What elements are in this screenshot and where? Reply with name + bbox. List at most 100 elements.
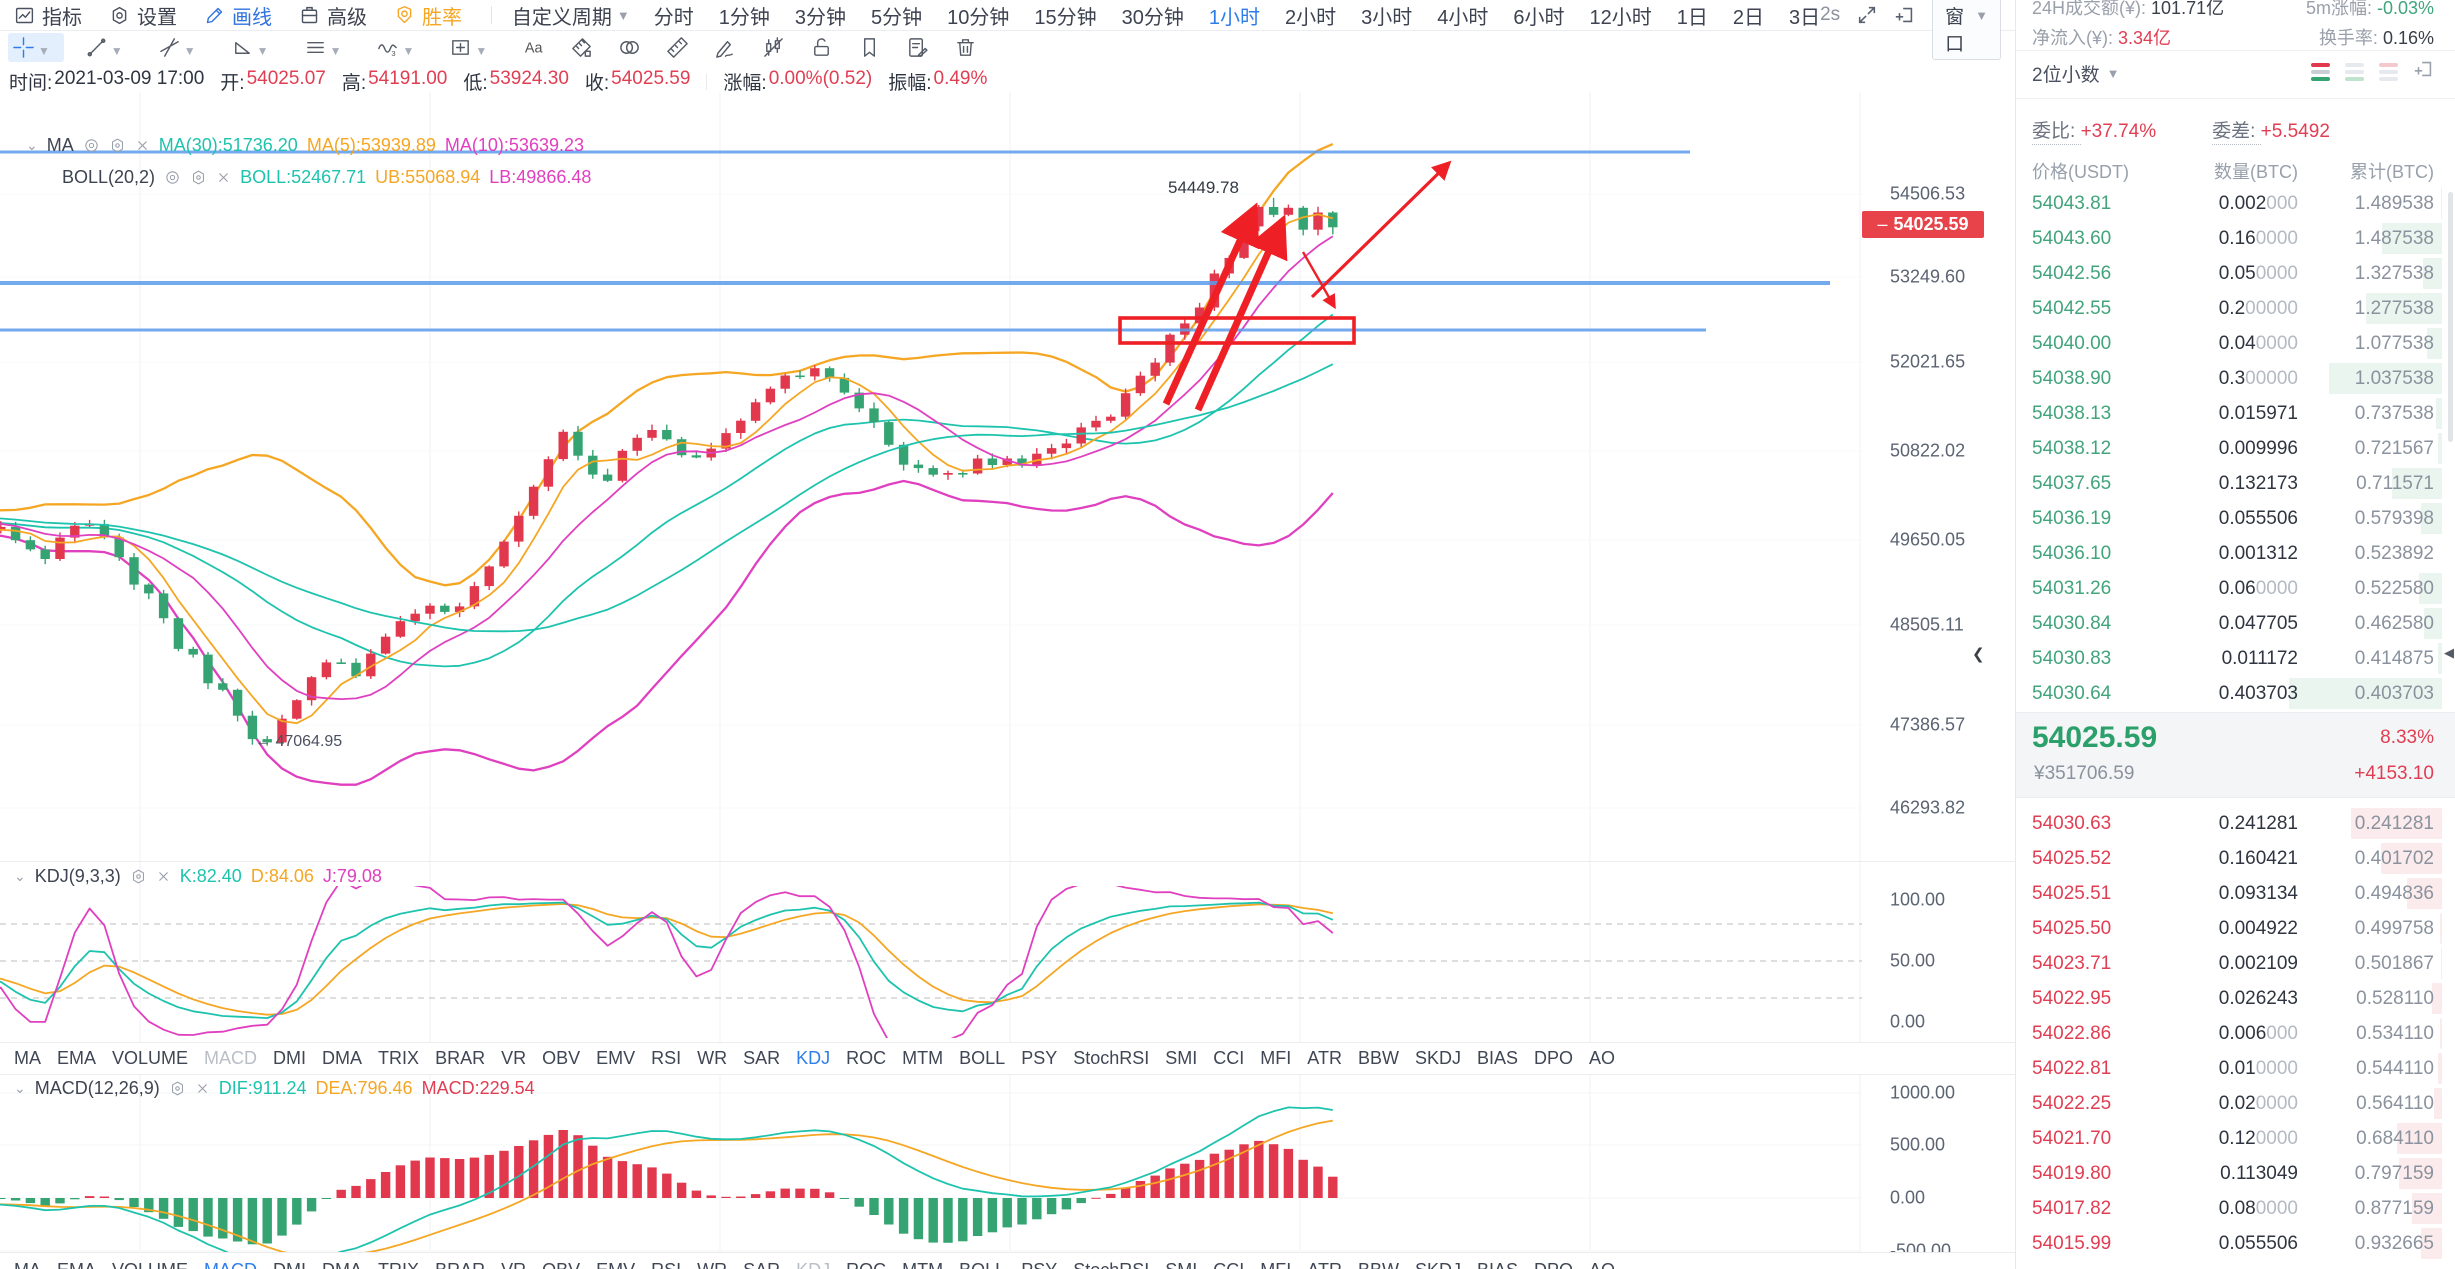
tab-SMI[interactable]: SMI (1165, 1048, 1198, 1068)
timeframe-4小时[interactable]: 4小时 (1437, 6, 1489, 29)
tab-CCI[interactable]: CCI (1213, 1260, 1244, 1269)
timeframe-5分钟[interactable]: 5分钟 (870, 6, 923, 29)
tab-RSI[interactable]: RSI (651, 1260, 681, 1269)
timeframe-30分钟[interactable]: 30分钟 (1121, 6, 1184, 29)
tab-EMA[interactable]: EMA (57, 1048, 97, 1068)
settings-icon[interactable] (190, 169, 207, 186)
timeframe-3分钟[interactable]: 3分钟 (794, 6, 846, 29)
tab-MA[interactable]: MA (14, 1260, 41, 1269)
draw-tool-lock[interactable] (806, 33, 837, 62)
tab-CCI[interactable]: CCI (1213, 1048, 1245, 1068)
tab-OBV[interactable]: OBV (542, 1048, 581, 1068)
ask-row[interactable]: 54043.81 0.002000 1.489538 (2032, 186, 2442, 221)
timeframe-10分钟[interactable]: 10分钟 (947, 6, 1010, 29)
bid-row[interactable]: 54025.51 0.093134 0.494836 (2032, 876, 2442, 911)
ask-row[interactable]: 54036.10 0.001312 0.523892 (2032, 536, 2434, 571)
bid-row[interactable]: 54019.80 0.113049 0.797159 (2032, 1156, 2442, 1191)
chevron-down-icon[interactable]: ▼ (402, 43, 415, 58)
close-icon[interactable] (135, 138, 150, 153)
tab-BOLL[interactable]: BOLL (959, 1048, 1006, 1068)
tab-AO[interactable]: AO (1589, 1048, 1616, 1068)
draw-tool-candle-pattern[interactable] (758, 33, 789, 62)
ask-row[interactable]: 54030.64 0.403703 0.403703 (2032, 676, 2442, 711)
draw-tool-text[interactable]: Aa (518, 33, 549, 62)
tab-EMV[interactable]: EMV (596, 1260, 635, 1269)
tab-WR[interactable]: WR (697, 1048, 728, 1068)
ask-row[interactable]: 54036.19 0.055506 0.579398 (2032, 501, 2442, 536)
tab-MACD[interactable]: MACD (204, 1048, 258, 1068)
tab-SKDJ[interactable]: SKDJ (1415, 1260, 1461, 1269)
tab-SKDJ[interactable]: SKDJ (1414, 1048, 1461, 1068)
toolbar-button-indicators[interactable]: 指标 (14, 1, 82, 30)
depth-mode-sell-icon[interactable] (2379, 62, 2398, 81)
tab-ATR[interactable]: ATR (1307, 1260, 1342, 1269)
tab-VR[interactable]: VR (501, 1260, 526, 1269)
collapse-arrow-icon[interactable]: ◀ (2444, 645, 2454, 660)
tab-MFI[interactable]: MFI (1260, 1260, 1291, 1269)
ask-row[interactable]: 54038.90 0.300000 1.037538 (2032, 361, 2442, 396)
draw-tool-wave[interactable]: 3 ▼ (372, 33, 428, 62)
custom-period-dropdown[interactable]: 自定义周期 ▼ (512, 1, 630, 30)
bid-row[interactable]: 54021.70 0.120000 0.684110 (2032, 1121, 2442, 1156)
tab-SMI[interactable]: SMI (1165, 1260, 1197, 1269)
tab-BBW[interactable]: BBW (1358, 1260, 1399, 1269)
tab-KDJ[interactable]: KDJ (796, 1260, 830, 1269)
bid-row[interactable]: 54022.95 0.026243 0.528110 (2032, 981, 2442, 1016)
timeframe-1分钟[interactable]: 1分钟 (718, 6, 770, 29)
toolbar-button-settings[interactable]: 设置 (109, 1, 177, 30)
tab-VR[interactable]: VR (501, 1048, 527, 1068)
ask-row[interactable]: 54037.65 0.132173 0.711571 (2032, 466, 2442, 501)
chevron-down-icon[interactable]: ⌄ (14, 1080, 26, 1096)
close-icon[interactable] (216, 170, 231, 185)
timeframe-1小时[interactable]: 1小时 (1208, 6, 1260, 29)
tab-MTM[interactable]: MTM (902, 1048, 944, 1068)
scrollbar[interactable] (2448, 192, 2453, 442)
draw-tool-ruler-eraser[interactable] (566, 33, 597, 62)
tab-OBV[interactable]: OBV (542, 1260, 580, 1269)
chevron-down-icon[interactable]: ▼ (256, 43, 269, 58)
tab-MTM[interactable]: MTM (902, 1260, 943, 1269)
tab-ROC[interactable]: ROC (846, 1260, 886, 1269)
tab-VOLUME[interactable]: VOLUME (112, 1260, 188, 1269)
tab-RSI[interactable]: RSI (651, 1048, 682, 1068)
draw-tool-triangle[interactable]: ▼ (227, 33, 283, 62)
toolbar-button-draw[interactable]: 画线 (204, 1, 272, 30)
tab-BRAR[interactable]: BRAR (435, 1260, 485, 1269)
toolbar-button-winrate[interactable]: 胜率 (394, 1, 462, 30)
tab-BIAS[interactable]: BIAS (1477, 1260, 1518, 1269)
close-icon[interactable] (156, 869, 171, 884)
bid-row[interactable]: 54022.86 0.006000 0.534110 (2032, 1016, 2442, 1051)
ask-row[interactable]: 54043.60 0.160000 1.487538 (2032, 221, 2442, 256)
eye-icon[interactable] (164, 169, 181, 186)
tab-VOLUME[interactable]: VOLUME (112, 1048, 189, 1068)
ask-row[interactable]: 54031.26 0.060000 0.522580 (2032, 571, 2442, 606)
timeframe-3小时[interactable]: 3小时 (1361, 6, 1413, 29)
bid-row[interactable]: 54030.63 0.241281 0.241281 (2032, 806, 2442, 841)
ask-row[interactable]: 54042.56 0.050000 1.327538 (2032, 256, 2442, 291)
fullscreen-icon[interactable] (1856, 4, 1878, 26)
settings-icon[interactable] (130, 868, 147, 885)
ask-row[interactable]: 54038.12 0.009996 0.721567 (2032, 431, 2442, 466)
chevron-down-icon[interactable]: ⌄ (14, 868, 26, 884)
add-panel-icon[interactable] (2413, 58, 2435, 85)
draw-tool-crosshair[interactable]: ▼ (8, 33, 64, 62)
timeframe-12小时[interactable]: 12小时 (1589, 6, 1652, 29)
collapse-panel-icon[interactable]: ❮ (1972, 646, 1985, 663)
tab-KDJ[interactable]: KDJ (796, 1048, 831, 1068)
bid-row[interactable]: 54025.50 0.004922 0.499758 (2032, 911, 2442, 946)
timeframe-2日[interactable]: 2日 (1732, 6, 1764, 29)
chevron-down-icon[interactable]: ▼ (329, 43, 342, 58)
ask-row[interactable]: 54042.55 0.200000 1.277538 (2032, 291, 2442, 326)
tab-DPO[interactable]: DPO (1534, 1048, 1574, 1068)
tab-PSY[interactable]: PSY (1021, 1048, 1058, 1068)
tab-EMV[interactable]: EMV (596, 1048, 636, 1068)
bid-row[interactable]: 54015.99 0.055506 0.932665 (2032, 1226, 2442, 1261)
draw-tool-freehand[interactable] (710, 33, 741, 62)
timeframe-2小时[interactable]: 2小时 (1284, 6, 1337, 29)
tab-MFI[interactable]: MFI (1260, 1048, 1292, 1068)
timeframe-15分钟[interactable]: 15分钟 (1034, 6, 1097, 29)
chevron-down-icon[interactable]: ▼ (110, 43, 123, 58)
tab-BBW[interactable]: BBW (1357, 1048, 1399, 1068)
draw-tool-fib-box[interactable]: ▼ (445, 33, 501, 62)
timeframe-1日[interactable]: 1日 (1676, 6, 1708, 29)
